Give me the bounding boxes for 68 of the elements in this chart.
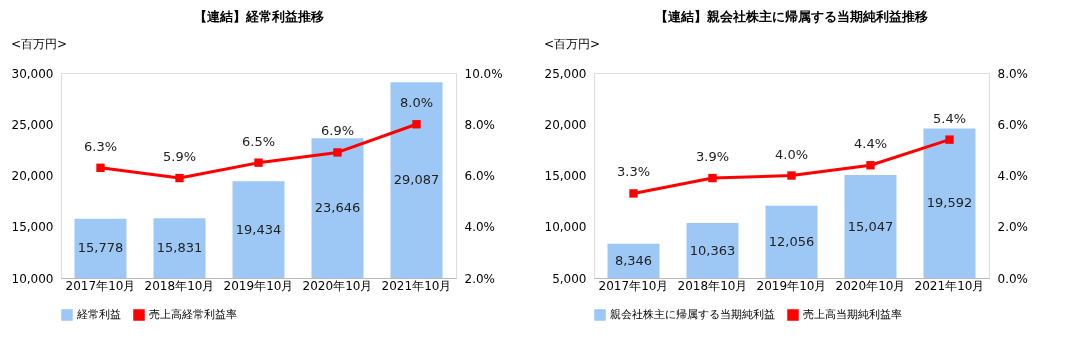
legend-label: 親会社株主に帰属する当期純利益 xyxy=(610,308,775,321)
y-tick-label: 25,000 xyxy=(11,117,54,132)
y2-tick-label: 2.0% xyxy=(464,271,495,286)
point xyxy=(866,161,875,170)
x-tick-label: 2019年10月 xyxy=(223,278,294,293)
data-label: 4.4% xyxy=(853,136,888,152)
point xyxy=(96,163,105,172)
y-tick-label: 5,000 xyxy=(552,271,587,286)
legend-label: 売上高当期純利益率 xyxy=(803,308,902,321)
y-tick-label: 30,000 xyxy=(11,66,54,81)
data-label: 29,087 xyxy=(393,172,440,188)
data-label: 23,646 xyxy=(314,200,361,216)
y-tick-label: 15,000 xyxy=(544,169,587,183)
y-tick-label: 10,000 xyxy=(11,271,54,286)
data-label: 19,434 xyxy=(235,221,282,237)
legend-label: 売上高経常利益率 xyxy=(149,308,237,321)
x-tick-label: 2020年10月 xyxy=(835,278,906,293)
data-label: 8.0% xyxy=(399,95,434,111)
y2-tick-label: 6.0% xyxy=(464,169,495,183)
data-label: 15,831 xyxy=(156,240,203,256)
x-tick-label: 2021年10月 xyxy=(914,278,985,293)
data-label: 6.3% xyxy=(83,138,118,154)
y2-tick-label: 6.0% xyxy=(997,117,1028,132)
x-tick-label: 2018年10月 xyxy=(677,278,748,293)
point xyxy=(708,173,717,183)
point xyxy=(787,171,796,180)
y2-tick-label: 8.0% xyxy=(464,117,495,132)
point xyxy=(945,135,954,144)
y2-tick-label: 0.0% xyxy=(997,271,1028,286)
point xyxy=(333,148,342,157)
data-label: 19,592 xyxy=(926,195,973,211)
data-label: 8,346 xyxy=(614,252,653,268)
point xyxy=(175,173,184,183)
point xyxy=(629,189,638,198)
y-tick-label: 10,000 xyxy=(544,220,587,235)
y-tick-label: 15,000 xyxy=(11,220,54,235)
data-label: 3.3% xyxy=(616,164,651,180)
chart-title: 【連結】親会社株主に帰属する当期純利益推移 xyxy=(655,9,928,24)
x-tick-label: 2017年10月 xyxy=(598,278,669,293)
point xyxy=(412,120,421,129)
data-label: 12,056 xyxy=(768,233,815,249)
data-label: 3.9% xyxy=(695,149,730,165)
legend-label: 経常利益 xyxy=(76,308,121,321)
y2-tick-label: 4.0% xyxy=(464,220,495,235)
data-label: 5.4% xyxy=(932,110,967,126)
y-tick-label: 20,000 xyxy=(11,169,54,183)
y2-tick-label: 10.0% xyxy=(464,66,503,81)
text: <百万円> xyxy=(11,37,68,51)
y-tick-label: 25,000 xyxy=(544,66,587,81)
text: <百万円> xyxy=(544,37,601,51)
y2-tick-label: 4.0% xyxy=(997,169,1028,183)
data-label: 15,778 xyxy=(77,240,124,256)
point xyxy=(254,158,263,167)
chart-title: 【連結】経常利益推移 xyxy=(193,9,324,24)
x-tick-label: 2019年10月 xyxy=(756,278,827,293)
y2-tick-label: 8.0% xyxy=(997,66,1028,81)
data-label: 6.5% xyxy=(241,133,276,149)
data-label: 15,047 xyxy=(847,218,894,234)
x-tick-label: 2021年10月 xyxy=(381,278,452,293)
y2-tick-label: 2.0% xyxy=(997,220,1028,235)
x-tick-label: 2018年10月 xyxy=(144,278,215,293)
x-tick-label: 2017年10月 xyxy=(65,278,136,293)
data-label: 10,363 xyxy=(689,242,736,258)
data-label: 4.0% xyxy=(774,146,809,162)
data-label: 5.9% xyxy=(162,149,197,165)
y-tick-label: 20,000 xyxy=(544,117,587,132)
x-tick-label: 2020年10月 xyxy=(302,278,373,293)
data-label: 6.9% xyxy=(320,123,355,139)
